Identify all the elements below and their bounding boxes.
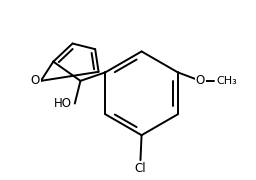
Text: O: O <box>196 74 205 87</box>
Text: HO: HO <box>54 97 71 110</box>
Text: CH₃: CH₃ <box>216 76 237 86</box>
Text: Cl: Cl <box>135 162 146 175</box>
Text: O: O <box>30 74 40 87</box>
